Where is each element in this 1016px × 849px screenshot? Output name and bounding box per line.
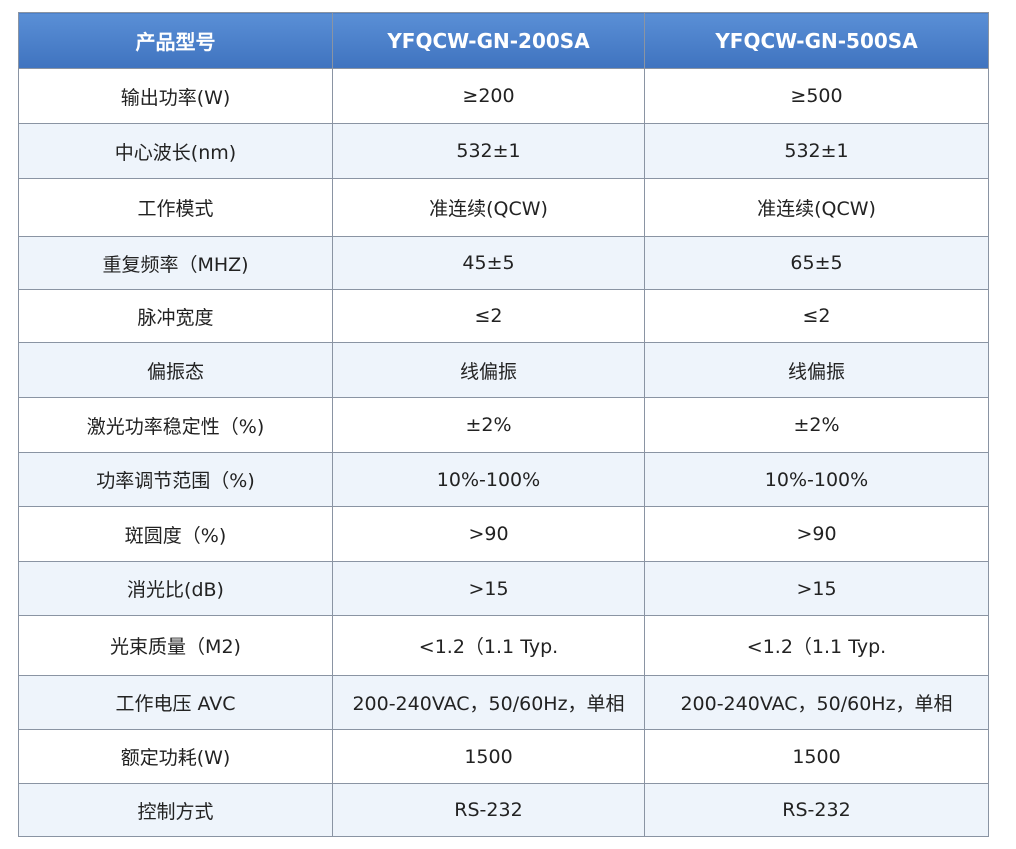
cell: 45±5 [332, 236, 645, 290]
cell: >15 [332, 561, 645, 616]
cell: ≤2 [332, 289, 645, 343]
cell: 10%-100% [332, 452, 645, 507]
table-row: 额定功耗(W) 1500 1500 [18, 729, 989, 784]
row-label: 光束质量（M2) [18, 615, 333, 676]
cell: 线偏振 [332, 342, 645, 398]
cell: 532±1 [644, 123, 989, 179]
row-label: 额定功耗(W) [18, 729, 333, 784]
cell: ≤2 [644, 289, 989, 343]
table-row: 重复频率（MHZ) 45±5 65±5 [18, 236, 989, 290]
header-cell: YFQCW-GN-200SA [332, 12, 645, 69]
row-label: 偏振态 [18, 342, 333, 398]
table-row: 激光功率稳定性（%) ±2% ±2% [18, 397, 989, 453]
header-cell: YFQCW-GN-500SA [644, 12, 989, 69]
header-row: 产品型号 YFQCW-GN-200SA YFQCW-GN-500SA [18, 12, 989, 69]
row-label: 斑圆度（%) [18, 506, 333, 562]
cell: 65±5 [644, 236, 989, 290]
row-label: 输出功率(W) [18, 68, 333, 124]
cell: 10%-100% [644, 452, 989, 507]
row-label: 重复频率（MHZ) [18, 236, 333, 290]
table-row: 光束质量（M2) <1.2（1.1 Typ. <1.2（1.1 Typ. [18, 615, 989, 676]
cell: <1.2（1.1 Typ. [332, 615, 645, 676]
cell: ≥500 [644, 68, 989, 124]
table-row: 工作电压 AVC 200-240VAC，50/60Hz，单相 200-240VAC，… [18, 675, 989, 730]
cell: 200-240VAC，50/60Hz，单相 [644, 675, 989, 730]
cell: ±2% [644, 397, 989, 453]
table-row: 控制方式 RS-232 RS-232 [18, 783, 989, 837]
table-row: 消光比(dB) >15 >15 [18, 561, 989, 616]
row-label: 工作模式 [18, 178, 333, 237]
cell: ±2% [332, 397, 645, 453]
cell: 532±1 [332, 123, 645, 179]
row-label: 消光比(dB) [18, 561, 333, 616]
cell: RS-232 [332, 783, 645, 837]
table-row: 功率调节范围（%) 10%-100% 10%-100% [18, 452, 989, 507]
row-label: 中心波长(nm) [18, 123, 333, 179]
cell: <1.2（1.1 Typ. [644, 615, 989, 676]
cell: 线偏振 [644, 342, 989, 398]
cell: 1500 [644, 729, 989, 784]
table-row: 输出功率(W) ≥200 ≥500 [18, 68, 989, 124]
row-label: 工作电压 AVC [18, 675, 333, 730]
cell: RS-232 [644, 783, 989, 837]
cell: >90 [332, 506, 645, 562]
cell: 准连续(QCW) [332, 178, 645, 237]
table-row: 偏振态 线偏振 线偏振 [18, 342, 989, 398]
table-row: 中心波长(nm) 532±1 532±1 [18, 123, 989, 179]
header-cell: 产品型号 [18, 12, 333, 69]
cell: 1500 [332, 729, 645, 784]
cell: >90 [644, 506, 989, 562]
row-label: 激光功率稳定性（%) [18, 397, 333, 453]
spec-table-container: 产品型号 YFQCW-GN-200SA YFQCW-GN-500SA 输出功率(W)… [18, 12, 989, 837]
cell: 准连续(QCW) [644, 178, 989, 237]
row-label: 脉冲宽度 [18, 289, 333, 343]
table-row: 工作模式 准连续(QCW) 准连续(QCW) [18, 178, 989, 237]
table-row: 脉冲宽度 ≤2 ≤2 [18, 289, 989, 343]
cell: ≥200 [332, 68, 645, 124]
cell: 200-240VAC，50/60Hz，单相 [332, 675, 645, 730]
cell: >15 [644, 561, 989, 616]
row-label: 控制方式 [18, 783, 333, 837]
table-row: 斑圆度（%) >90 >90 [18, 506, 989, 562]
row-label: 功率调节范围（%) [18, 452, 333, 507]
spec-table: 产品型号 YFQCW-GN-200SA YFQCW-GN-500SA 输出功率(W)… [18, 12, 989, 837]
